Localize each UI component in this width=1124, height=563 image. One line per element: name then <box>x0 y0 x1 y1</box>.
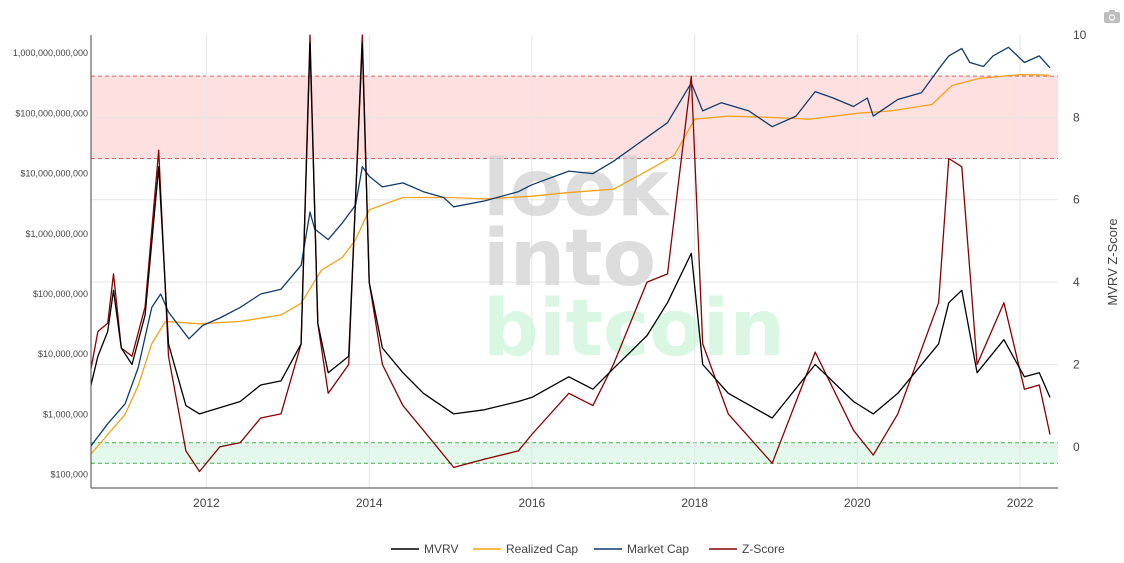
mvrv-line <box>90 42 1051 419</box>
legend-label-realized-cap: Realized Cap <box>506 542 578 556</box>
y-left-tick-label: $10,000,000,000 <box>20 169 88 179</box>
legend-label-market-cap: Market Cap <box>627 542 689 556</box>
y-left-tick-label: $1,000,000,000 <box>25 229 88 239</box>
legend-item-market-cap[interactable]: Market Cap <box>594 542 689 556</box>
series-lines <box>90 34 1051 473</box>
z-score-line <box>90 34 1051 473</box>
y-left-tick-labels: $100,000 $1,000,000 $10,000,000 $100,000,00… <box>13 48 88 480</box>
axes <box>90 35 1058 489</box>
y-left-tick-label: $100,000 <box>50 470 88 480</box>
y-right-tick-label: 6 <box>1073 193 1080 207</box>
x-tick-label: 2020 <box>844 496 871 510</box>
y-left-tick-label: $100,000,000,000 <box>15 108 88 118</box>
camera-icon[interactable] <box>1104 10 1120 23</box>
y-right-tick-label: 8 <box>1073 110 1080 124</box>
y-left-tick-label: $10,000,000 <box>38 349 88 359</box>
x-tick-label: 2012 <box>193 496 220 510</box>
x-tick-label: 2016 <box>518 496 545 510</box>
x-tick-label: 2022 <box>1007 496 1034 510</box>
x-tick-labels: 2012 2014 2016 2018 2020 2022 <box>193 496 1034 510</box>
y-left-tick-label: $100,000,000 <box>33 289 88 299</box>
y-right-tick-labels: 0 2 4 6 8 10 <box>1073 28 1087 454</box>
y-right-tick-label: 10 <box>1073 28 1087 42</box>
x-tick-label: 2018 <box>681 496 708 510</box>
legend: MVRV Realized Cap Market Cap Z-Score <box>391 542 785 556</box>
y-right-axis-title: MVRV Z-Score <box>1105 218 1120 305</box>
y-right-tick-label: 0 <box>1073 440 1080 454</box>
legend-item-mvrv[interactable]: MVRV <box>391 542 458 556</box>
y-right-tick-label: 4 <box>1073 275 1080 289</box>
y-right-tick-label: 2 <box>1073 357 1080 371</box>
legend-item-realized-cap[interactable]: Realized Cap <box>473 542 578 556</box>
market-cap-line <box>90 46 1051 447</box>
watermark-text: look <box>483 144 671 234</box>
y-left-tick-label: $1,000,000 <box>43 409 88 419</box>
legend-label-z-score: Z-Score <box>742 542 785 556</box>
y-left-tick-label: 1,000,000,000,000 <box>13 48 88 58</box>
legend-item-z-score[interactable]: Z-Score <box>709 542 785 556</box>
legend-label-mvrv: MVRV <box>424 542 458 556</box>
watermark-text: bitcoin <box>483 284 785 374</box>
watermark-text: into <box>483 214 656 304</box>
bottom-zone-band <box>91 442 1058 464</box>
x-tick-label: 2014 <box>356 496 383 510</box>
